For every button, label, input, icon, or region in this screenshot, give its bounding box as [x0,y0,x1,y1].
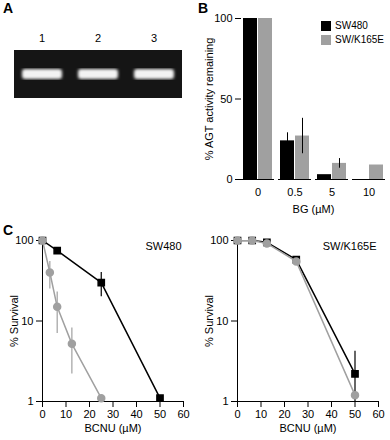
svg-text:10: 10 [60,408,72,420]
svg-text:BCNU (µM): BCNU (µM) [84,422,141,434]
svg-text:40: 40 [325,408,337,420]
svg-text:1: 1 [39,32,45,44]
svg-text:1: 1 [222,395,228,407]
svg-text:BCNU (µM): BCNU (µM) [279,422,336,434]
svg-text:0: 0 [226,173,232,185]
html-text:A: A [3,0,14,16]
html-text:C: C [3,222,14,238]
svg-text:50: 50 [220,93,232,105]
svg-text:20: 20 [278,408,290,420]
svg-text:SW/K165E: SW/K165E [323,240,377,252]
svg-text:20: 20 [83,408,95,420]
svg-text:10: 10 [363,186,375,198]
svg-text:% Survival: % Survival [8,295,20,347]
svg-text:BG (µM): BG (µM) [293,203,335,215]
svg-text:100: 100 [210,234,228,246]
svg-text:SW480: SW480 [145,240,181,252]
svg-text:50: 50 [349,408,361,420]
html-text:SW480: SW480 [335,20,368,31]
svg-text:50: 50 [154,408,166,420]
svg-text:5: 5 [329,186,335,198]
svg-text:1: 1 [27,395,33,407]
svg-text:0.5: 0.5 [287,186,302,198]
svg-text:10: 10 [255,408,267,420]
svg-text:% Survival: % Survival [203,295,215,347]
svg-text:60: 60 [177,408,189,420]
svg-text:10: 10 [216,315,228,327]
html-text:B: B [198,0,209,16]
svg-text:40: 40 [130,408,142,420]
svg-text:30: 30 [107,408,119,420]
svg-text:3: 3 [151,32,157,44]
svg-text:100: 100 [214,12,232,24]
svg-text:10: 10 [21,315,33,327]
svg-text:0: 0 [234,408,240,420]
svg-text:0: 0 [255,186,261,198]
html-text:SW/K165E: SW/K165E [335,34,384,45]
svg-text:0: 0 [39,408,45,420]
svg-text:2: 2 [95,32,101,44]
svg-text:60: 60 [372,408,384,420]
svg-text:30: 30 [302,408,314,420]
svg-text:100: 100 [15,234,33,246]
svg-text:% AGT activity remaining: % AGT activity remaining [203,38,215,161]
